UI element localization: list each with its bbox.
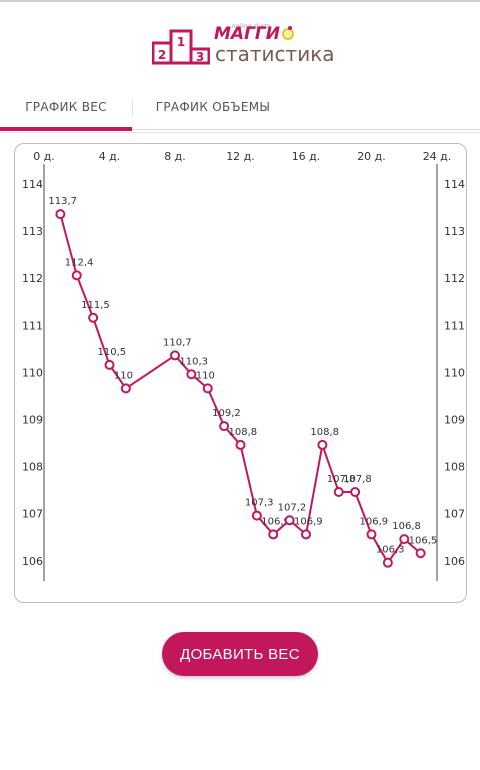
y-tick-label-left: 109 xyxy=(22,414,43,427)
y-tick-label-right: 107 xyxy=(444,508,465,521)
y-tick-label-left: 111 xyxy=(22,319,43,332)
data-point xyxy=(268,529,279,540)
data-point xyxy=(120,383,131,394)
x-tick-label: 0 д. xyxy=(33,150,55,163)
data-label: 111,5 xyxy=(81,300,110,311)
tab-weight-chart[interactable]: ГРАФИК ВЕС xyxy=(25,100,107,114)
data-label: 110 xyxy=(114,370,133,381)
y-tick-label-right: 106 xyxy=(444,555,465,568)
brand-subtitle: статистика xyxy=(215,42,335,66)
data-point xyxy=(399,534,410,545)
data-label: 107,8 xyxy=(343,474,372,485)
data-point xyxy=(88,312,99,323)
add-weight-button[interactable]: ДОБАВИТЬ ВЕС xyxy=(162,632,318,676)
brand-name: МАГГИ xyxy=(214,24,280,44)
data-point xyxy=(301,529,311,540)
y-tick-label-right: 114 xyxy=(444,178,465,191)
data-label: 112,4 xyxy=(65,257,94,268)
y-tick-label-right: 113 xyxy=(444,225,465,238)
y-tick-label-left: 112 xyxy=(22,272,43,285)
data-label: 109,2 xyxy=(212,408,241,419)
x-tick-label: 20 д. xyxy=(357,150,386,163)
data-point xyxy=(382,557,393,568)
data-label: 107,2 xyxy=(278,502,307,513)
y-tick-label-right: 112 xyxy=(444,272,465,285)
y-tick-label-right: 108 xyxy=(444,461,465,474)
data-point xyxy=(350,487,361,498)
x-tick-label: 4 д. xyxy=(99,150,121,163)
data-label: 110,3 xyxy=(179,356,208,367)
data-point xyxy=(317,439,328,450)
weight-line xyxy=(59,213,422,565)
data-label: 113,7 xyxy=(48,196,77,207)
top-divider xyxy=(0,0,480,2)
data-label: 108,8 xyxy=(229,427,258,438)
data-label: 107,3 xyxy=(245,498,274,509)
weight-chart: 0 д. 4 д. 8 д. 12 д. 16 д. 20 д. 24 д. 114 114 11… xyxy=(22,150,465,581)
x-tick-label: 8 д. xyxy=(164,150,186,163)
data-point xyxy=(235,439,246,450)
podium-logo-icon: 2 1 3 xyxy=(152,29,210,65)
data-point xyxy=(202,383,213,394)
app-header: 2 1 3 online diets МАГГИ статистика xyxy=(0,2,480,90)
podium-number-1: 1 xyxy=(177,35,185,49)
y-tick-label-left: 107 xyxy=(22,508,43,521)
x-tick-label: 12 д. xyxy=(226,150,255,163)
data-point xyxy=(71,270,82,281)
data-label: 106,9 xyxy=(261,516,290,527)
data-point xyxy=(333,487,344,498)
y-tick-label-right: 110 xyxy=(444,366,465,379)
data-point xyxy=(251,510,262,521)
active-tab-indicator xyxy=(0,127,132,131)
podium-number-3: 3 xyxy=(196,50,204,64)
tab-divider xyxy=(132,100,133,116)
data-label: 106,8 xyxy=(392,521,421,532)
x-tick-label: 16 д. xyxy=(292,150,321,163)
lemon-logo-icon xyxy=(282,26,294,40)
data-label: 110,5 xyxy=(98,347,127,358)
data-point xyxy=(284,515,295,526)
data-label: 106,5 xyxy=(409,535,438,546)
data-point xyxy=(104,359,115,370)
data-point xyxy=(55,209,66,220)
data-point xyxy=(186,369,197,380)
data-point xyxy=(219,421,230,432)
weight-chart-card: 0 д. 4 д. 8 д. 12 д. 16 д. 20 д. 24 д. 114 114 11… xyxy=(14,143,467,603)
podium-number-2: 2 xyxy=(158,48,166,62)
y-tick-label-left: 113 xyxy=(22,225,43,238)
y-tick-label-right: 111 xyxy=(444,319,465,332)
tab-volume-chart[interactable]: ГРАФИК ОБЪЕМЫ xyxy=(155,100,271,114)
y-tick-label-left: 110 xyxy=(22,366,43,379)
y-tick-label-right: 109 xyxy=(444,414,465,427)
data-label: 108,8 xyxy=(310,427,339,438)
data-point xyxy=(415,548,426,559)
data-label: 110 xyxy=(196,370,215,381)
tab-underline xyxy=(132,129,480,130)
tab-bar: ГРАФИК ВЕС ГРАФИК ОБЪЕМЫ xyxy=(0,90,480,133)
data-point xyxy=(170,350,180,361)
data-label: 106,9 xyxy=(294,516,323,527)
data-label: 106,9 xyxy=(360,516,389,527)
data-label: 106,3 xyxy=(376,545,405,556)
y-tick-label-left: 106 xyxy=(22,555,43,568)
y-tick-label-left: 108 xyxy=(22,461,43,474)
data-point xyxy=(366,529,377,540)
y-tick-label-left: 114 xyxy=(22,178,43,191)
data-label: 110,7 xyxy=(163,337,192,348)
data-label: 107,8 xyxy=(327,474,356,485)
brand-tagline: online diets xyxy=(232,23,271,30)
x-tick-label: 24 д. xyxy=(423,150,452,163)
